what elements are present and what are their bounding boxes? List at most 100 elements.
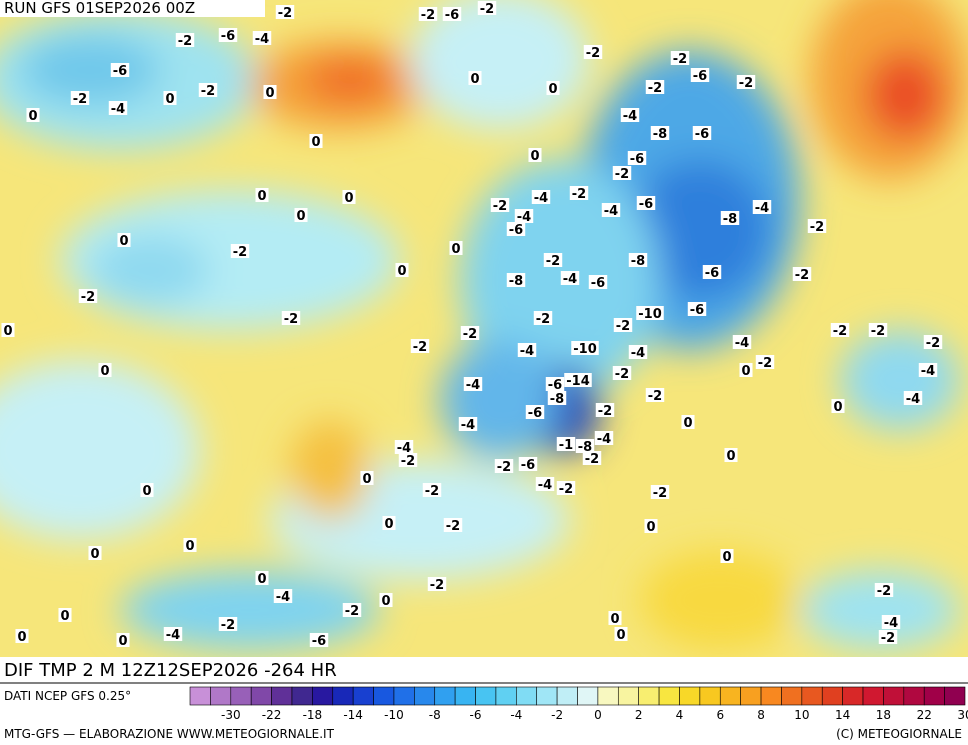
label-box	[732, 335, 752, 349]
contour-label: -4	[463, 377, 483, 393]
contour-label: -14	[564, 373, 592, 389]
colorbar-swatch	[740, 686, 762, 706]
contour-label: -2	[70, 91, 90, 107]
contour-label-text: -2	[559, 482, 573, 497]
colorbar-swatch	[821, 686, 843, 706]
contour-label-text: 0	[90, 547, 99, 562]
label-box	[395, 263, 409, 277]
contour-label-text: -4	[466, 378, 480, 393]
contour-label-text: -2	[881, 631, 895, 646]
contour-label-text: -8	[723, 212, 737, 227]
contour-label-text: -2	[497, 460, 511, 475]
contour-label: 0	[546, 81, 560, 97]
contour-label-text: -6	[312, 634, 326, 649]
contour-label: 0	[720, 549, 734, 565]
label-box	[410, 339, 430, 353]
contour-label: 0	[528, 148, 542, 164]
contour-label-text: 0	[381, 594, 390, 609]
label-box	[422, 483, 442, 497]
contour-label: -4	[620, 108, 640, 124]
label-box	[613, 318, 633, 332]
label-box	[601, 203, 621, 217]
colorbar-swatch	[250, 686, 272, 706]
contour-label-text: -4	[755, 201, 769, 216]
contour-label-text: -2	[615, 367, 629, 382]
contour-label: -6	[687, 302, 707, 318]
contour-label: -2	[275, 5, 295, 21]
label-box	[490, 198, 510, 212]
contour-label-text: 0	[100, 364, 109, 379]
label-box	[218, 617, 238, 631]
colorbar-tick-label: 0	[594, 708, 602, 722]
contour-label: -6	[702, 265, 722, 281]
colorbar-swatch	[393, 686, 415, 706]
contour-label: -2	[443, 518, 463, 534]
contour-label-text: -6	[695, 127, 709, 142]
label-box	[255, 571, 269, 585]
label-box	[564, 373, 592, 387]
contour-label-text: 0	[142, 484, 151, 499]
contour-label: -2	[645, 388, 665, 404]
contour-label: -6	[636, 196, 656, 212]
contour-label-text: 0	[530, 149, 539, 164]
colorbar-swatch	[454, 686, 476, 706]
colorbar-swatch	[373, 686, 395, 706]
contour-label-text: -2	[648, 389, 662, 404]
label-box	[463, 377, 483, 391]
colorbar-swatch	[944, 686, 966, 706]
contour-label: -4	[252, 31, 272, 47]
label-box	[547, 391, 567, 405]
contour-label-text: -2	[572, 187, 586, 202]
colorbar-swatch	[781, 686, 803, 706]
contour-label: 0	[342, 190, 356, 206]
label-box	[690, 68, 710, 82]
label-box	[556, 437, 576, 451]
label-box	[670, 51, 690, 65]
label-box	[628, 253, 648, 267]
colorbar-tick-label: -22	[262, 708, 282, 722]
contour-label: -2	[342, 603, 362, 619]
contour-label-text: 0	[28, 109, 37, 124]
contour-label: -2	[830, 323, 850, 339]
contour-label: -2	[281, 311, 301, 327]
contour-label-text: -4	[538, 478, 552, 493]
contour-label-text: -2	[795, 268, 809, 283]
label-box	[525, 405, 545, 419]
contour-label: -4	[601, 203, 621, 219]
contour-label-text: -2	[413, 340, 427, 355]
label-box	[477, 1, 497, 15]
label-box	[720, 549, 734, 563]
colorbar-swatch	[760, 686, 782, 706]
contour-label: -4	[163, 627, 183, 643]
colorbar-swatch	[352, 686, 374, 706]
label-box	[88, 546, 102, 560]
contour-label: -6	[506, 222, 526, 238]
label-box	[494, 459, 514, 473]
contour-label: -6	[442, 7, 462, 23]
contour-label: -4	[881, 615, 901, 631]
contour-label: -4	[514, 209, 534, 225]
contour-label: -4	[594, 431, 614, 447]
label-box	[645, 388, 665, 402]
label-box	[449, 241, 463, 255]
contour-label-text: 0	[17, 630, 26, 645]
colorbar-tick-label: 22	[917, 708, 932, 722]
contour-label: -2	[422, 483, 442, 499]
colorbar-tick-label: -18	[303, 708, 323, 722]
contour-label-text: -6	[548, 378, 562, 393]
label-box	[681, 415, 695, 429]
colorbar-tick-label: -30	[221, 708, 241, 722]
contour-label-text: -6	[445, 8, 459, 23]
label-box	[506, 273, 526, 287]
contour-label-text: -2	[463, 327, 477, 342]
contour-label-text: -2	[585, 452, 599, 467]
contour-label: -10	[571, 341, 599, 357]
contour-label: 0	[468, 71, 482, 87]
contour-label: -8	[628, 253, 648, 269]
colorbar-swatch	[597, 686, 619, 706]
contour-label: -4	[458, 417, 478, 433]
label-box	[556, 481, 576, 495]
label-box	[309, 134, 323, 148]
